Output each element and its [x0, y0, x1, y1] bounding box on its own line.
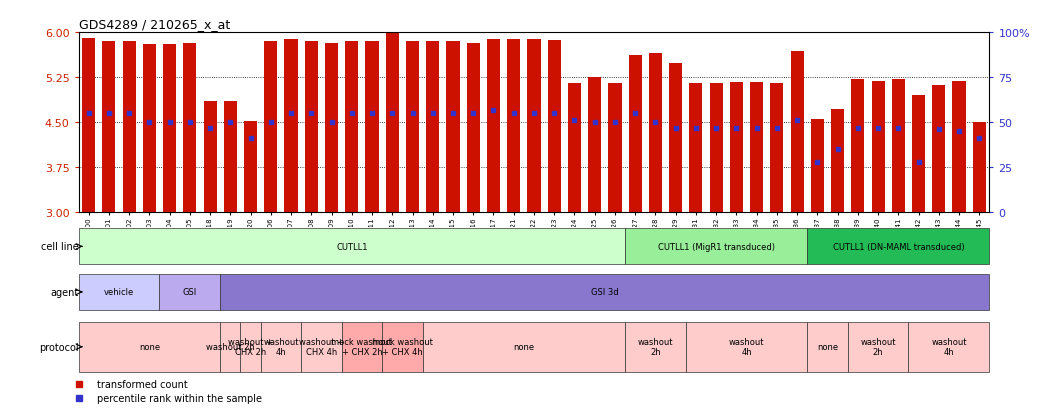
Bar	[871, 82, 885, 213]
Bar	[912, 96, 926, 213]
Bar	[341, 322, 382, 372]
Text: CUTLL1 (DN-MAML transduced): CUTLL1 (DN-MAML transduced)	[832, 242, 964, 251]
Bar	[159, 274, 220, 310]
Text: washout
2h: washout 2h	[861, 337, 896, 356]
Bar	[183, 44, 197, 213]
Bar	[588, 78, 601, 213]
Bar	[346, 42, 358, 213]
Bar	[810, 120, 824, 213]
Bar	[807, 229, 989, 265]
Bar	[507, 40, 520, 213]
Bar	[628, 56, 642, 213]
Bar	[79, 274, 159, 310]
Bar	[103, 42, 115, 213]
Bar	[79, 229, 625, 265]
Bar	[406, 42, 419, 213]
Text: washout
2h: washout 2h	[638, 337, 673, 356]
Bar	[892, 80, 905, 213]
Bar	[932, 86, 945, 213]
Bar	[365, 42, 379, 213]
Text: transformed count: transformed count	[96, 379, 187, 389]
Bar	[446, 42, 460, 213]
Bar	[807, 322, 848, 372]
Bar	[261, 322, 302, 372]
Bar	[385, 34, 399, 213]
Bar	[686, 322, 807, 372]
Text: cell line: cell line	[41, 242, 79, 252]
Text: GDS4289 / 210265_x_at: GDS4289 / 210265_x_at	[79, 17, 229, 31]
Text: protocol: protocol	[39, 342, 79, 352]
Bar	[220, 322, 241, 372]
Bar	[426, 42, 440, 213]
Bar	[203, 102, 217, 213]
Bar	[625, 229, 807, 265]
Text: washout
4h: washout 4h	[263, 337, 298, 356]
Text: washout
4h: washout 4h	[931, 337, 966, 356]
Bar	[244, 122, 258, 213]
Text: washout +
CHX 4h: washout + CHX 4h	[299, 337, 343, 356]
Bar	[224, 102, 237, 213]
Bar	[142, 45, 156, 213]
Bar	[608, 84, 622, 213]
Text: percentile rank within the sample: percentile rank within the sample	[96, 394, 262, 404]
Bar	[710, 83, 722, 213]
Bar	[730, 83, 743, 213]
Text: vehicle: vehicle	[104, 288, 134, 297]
Bar	[548, 41, 561, 213]
Text: washout 2h: washout 2h	[206, 342, 254, 351]
Bar	[325, 44, 338, 213]
Bar	[790, 52, 804, 213]
Bar	[305, 42, 318, 213]
Bar	[649, 54, 662, 213]
Bar	[771, 84, 783, 213]
Bar	[220, 274, 989, 310]
Bar	[487, 40, 500, 213]
Text: washout
4h: washout 4h	[729, 337, 764, 356]
Bar	[669, 64, 683, 213]
Text: agent: agent	[50, 287, 79, 297]
Bar	[567, 84, 581, 213]
Text: mock washout
+ CHX 2h: mock washout + CHX 2h	[332, 337, 393, 356]
Bar	[528, 40, 540, 213]
Bar	[750, 83, 763, 213]
Text: none: none	[513, 342, 534, 351]
Text: mock washout
+ CHX 4h: mock washout + CHX 4h	[372, 337, 432, 356]
Bar	[423, 322, 625, 372]
Text: none: none	[139, 342, 160, 351]
Text: washout +
CHX 2h: washout + CHX 2h	[228, 337, 273, 356]
Bar	[264, 42, 277, 213]
Bar	[973, 123, 986, 213]
Bar	[467, 44, 480, 213]
Bar	[302, 322, 341, 372]
Bar	[831, 110, 844, 213]
Bar	[82, 39, 95, 213]
Bar	[79, 322, 220, 372]
Bar	[625, 322, 686, 372]
Bar	[241, 322, 261, 372]
Bar	[285, 40, 297, 213]
Text: CUTLL1 (MigR1 transduced): CUTLL1 (MigR1 transduced)	[658, 242, 775, 251]
Bar	[122, 42, 136, 213]
Text: none: none	[817, 342, 838, 351]
Bar	[382, 322, 423, 372]
Bar	[953, 82, 965, 213]
Bar	[163, 45, 176, 213]
Text: CUTLL1: CUTLL1	[336, 242, 367, 251]
Text: GSI 3d: GSI 3d	[591, 288, 619, 297]
Bar	[909, 322, 989, 372]
Bar	[851, 80, 865, 213]
Bar	[689, 84, 703, 213]
Text: GSI: GSI	[183, 288, 197, 297]
Bar	[848, 322, 909, 372]
